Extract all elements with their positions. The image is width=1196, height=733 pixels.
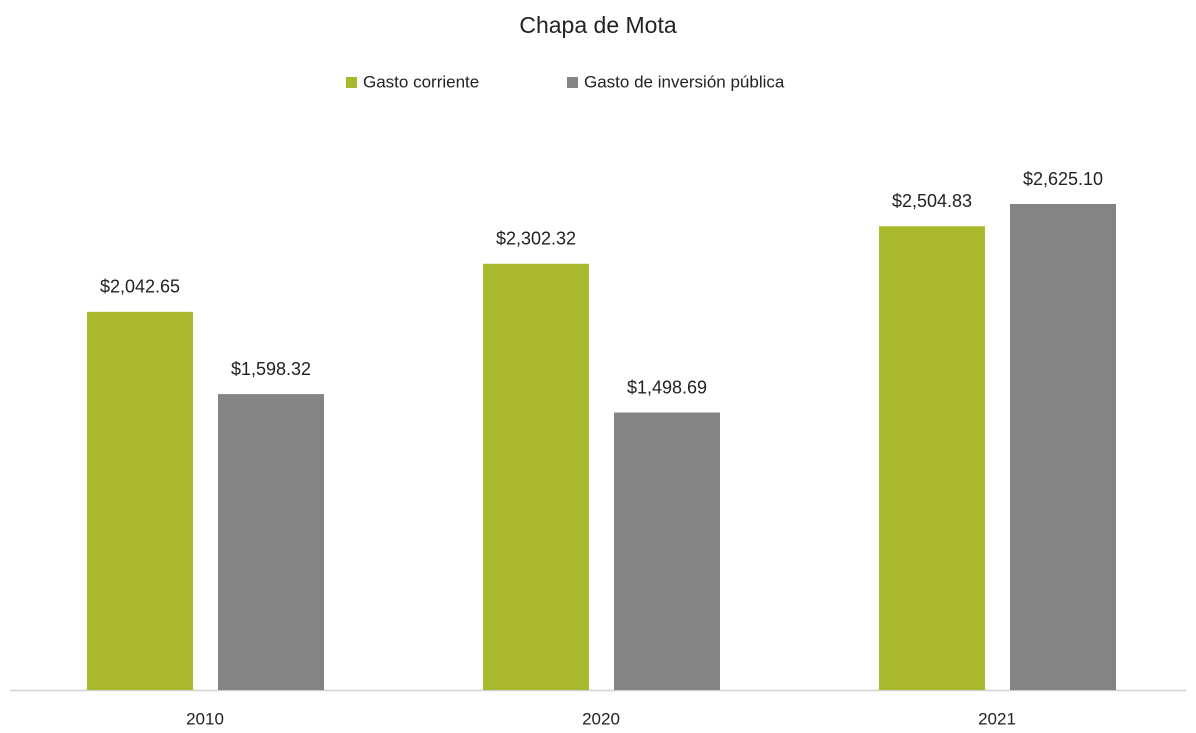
data-label: $2,302.32 <box>496 229 576 249</box>
data-label: $2,504.83 <box>892 191 972 211</box>
x-tick-label: 2010 <box>186 709 224 728</box>
x-tick-label: 2020 <box>582 709 620 728</box>
data-label: $1,598.32 <box>231 359 311 379</box>
legend-swatch <box>567 77 578 88</box>
data-label: $2,042.65 <box>100 277 180 297</box>
legend-label: Gasto corriente <box>363 72 479 91</box>
bar <box>614 412 720 690</box>
bar <box>1010 204 1116 690</box>
legend-swatch <box>346 77 357 88</box>
bar <box>218 394 324 690</box>
bar <box>483 263 589 690</box>
data-label: $1,498.69 <box>627 377 707 397</box>
bar <box>879 226 985 690</box>
x-tick-label: 2021 <box>978 709 1016 728</box>
chart-title: Chapa de Mota <box>519 12 676 38</box>
legend-label: Gasto de inversión pública <box>584 72 785 91</box>
data-label: $2,625.10 <box>1023 169 1103 189</box>
bar <box>87 311 193 690</box>
